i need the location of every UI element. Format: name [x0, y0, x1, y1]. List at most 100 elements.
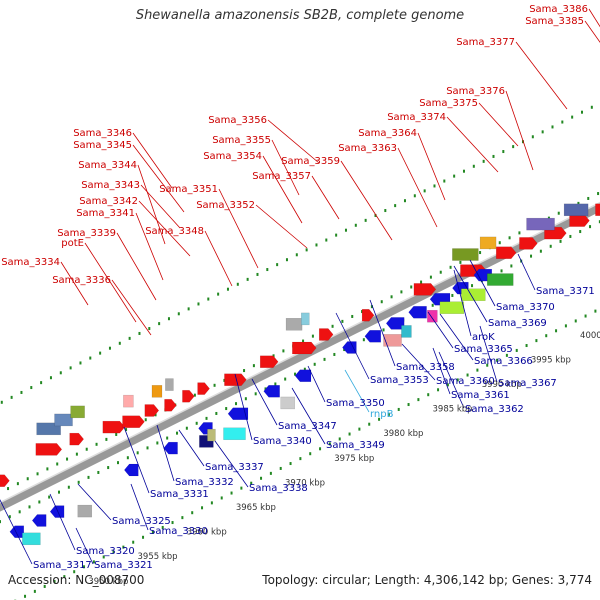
scale-tick — [185, 426, 188, 430]
plus-gene-label: Sama_3364 — [358, 128, 417, 139]
plus-gene-arrow — [595, 203, 600, 217]
minus-gene-label: Sama_3320 — [76, 546, 135, 557]
minus-gene-label: Sama_3332 — [175, 477, 234, 488]
scale-tick — [535, 339, 538, 343]
minus-leader-line — [291, 387, 326, 445]
kbp-label: 3955 kbp — [138, 552, 178, 562]
scale-tick — [92, 560, 95, 564]
topology-label: Topology: — [262, 573, 319, 587]
scale-tick — [191, 511, 194, 515]
minus-gene-block — [427, 309, 438, 323]
plus-leader-line — [138, 200, 191, 257]
scale-tick — [328, 442, 331, 446]
scale-tick — [89, 356, 92, 360]
minus-leader-line — [307, 365, 326, 403]
scale-tick — [331, 324, 334, 328]
scale-tick — [305, 248, 308, 252]
scale-tick — [303, 367, 306, 371]
scale-tick — [462, 169, 465, 173]
minus-gene-label: Sama_3330 — [149, 526, 208, 537]
plus-leader-line — [446, 116, 499, 173]
gene-labels: Sama_3386Sama_3385Sama_3377Sama_3376Sama… — [1, 4, 595, 571]
accession-info: Accession: NC_008700 — [8, 573, 144, 587]
scale-tick — [201, 506, 204, 510]
kbp-label: 4000 kbp — [580, 331, 600, 341]
minus-gene-block — [439, 301, 465, 314]
scale-tick — [510, 264, 513, 268]
scale-tick — [0, 520, 1, 524]
plus-gene-block — [301, 312, 310, 326]
scale-tick — [49, 376, 52, 380]
scale-tick — [515, 348, 518, 352]
scale-tick — [28, 505, 31, 509]
scale-tick — [512, 145, 515, 149]
scale-tick — [323, 357, 326, 361]
scale-tick — [479, 251, 482, 255]
scale-tick — [403, 199, 406, 203]
scale-tick — [126, 456, 129, 460]
scale-tick — [362, 338, 365, 342]
plus-leader-line — [584, 20, 600, 43]
scale-tick — [122, 545, 125, 549]
plus-leader-line — [137, 164, 166, 245]
minus-gene-label: Sama_3369 — [488, 318, 547, 329]
minus-leader-line — [453, 269, 472, 337]
scale-tick — [439, 270, 442, 274]
plus-gene-label: Sama_3336 — [52, 275, 111, 286]
minus-leader-line — [214, 440, 249, 488]
scale-tick — [557, 211, 560, 215]
minus-gene-arrow — [163, 441, 178, 455]
plus-leader-line — [218, 188, 259, 269]
minus-gene-label: Sama_3370 — [496, 302, 555, 313]
scale-tick — [545, 334, 548, 338]
scale-tick — [390, 295, 393, 299]
rna-leader-line — [344, 369, 370, 413]
scale-tick — [295, 253, 298, 257]
scale-tick — [99, 351, 102, 355]
minus-gene-block — [383, 334, 402, 347]
scale-tick — [136, 451, 139, 455]
plus-gene-block — [479, 236, 497, 250]
scale-tick — [24, 594, 27, 598]
scale-tick — [59, 371, 62, 375]
plus-gene-label: Sama_3344 — [78, 160, 137, 171]
scale-tick — [75, 452, 78, 456]
scale-tick — [118, 341, 121, 345]
minus-gene-arrow — [49, 505, 65, 518]
scale-tick — [269, 471, 272, 475]
scale-tick — [195, 421, 198, 425]
kbp-label: 3950 kbp — [88, 577, 128, 587]
minus-gene-arrow — [123, 463, 139, 477]
plus-gene-arrow — [224, 373, 247, 386]
scale-tick — [66, 457, 69, 461]
minus-gene-label: Sama_3321 — [94, 560, 153, 571]
scale-tick — [236, 282, 239, 286]
kbp-label: 3980 kbp — [383, 429, 423, 439]
scale-tick — [33, 589, 36, 593]
minus-gene-label: Sama_3365 — [454, 344, 513, 355]
scale-tick — [279, 466, 282, 470]
scale-tick — [598, 220, 600, 224]
plus-leader-line — [340, 160, 393, 241]
minus-gene-label: Sama_3358 — [396, 362, 455, 373]
scale-tick — [256, 272, 259, 276]
genome-title: Shewanella amazonensis SB2B, complete ge… — [135, 8, 465, 23]
scale-tick — [108, 346, 111, 350]
plus-gene-label: Sama_3356 — [208, 115, 267, 126]
minus-gene-label: Sama_3367 — [498, 378, 557, 389]
scale-tick — [79, 361, 82, 365]
scale-tick — [370, 305, 373, 309]
scale-tick — [246, 277, 249, 281]
scale-tick — [252, 364, 255, 368]
scale-tick — [423, 189, 426, 193]
scale-tick — [243, 369, 246, 373]
minus-gene-block — [280, 396, 295, 410]
scale-tick — [344, 228, 347, 232]
minus-leader-line — [0, 499, 33, 565]
minus-gene-label: Sama_3338 — [249, 483, 308, 494]
scale-tick — [7, 487, 10, 491]
scale-tick — [531, 135, 534, 139]
rna-gene-label: rnpB — [370, 409, 394, 420]
scale-tick — [451, 293, 454, 297]
